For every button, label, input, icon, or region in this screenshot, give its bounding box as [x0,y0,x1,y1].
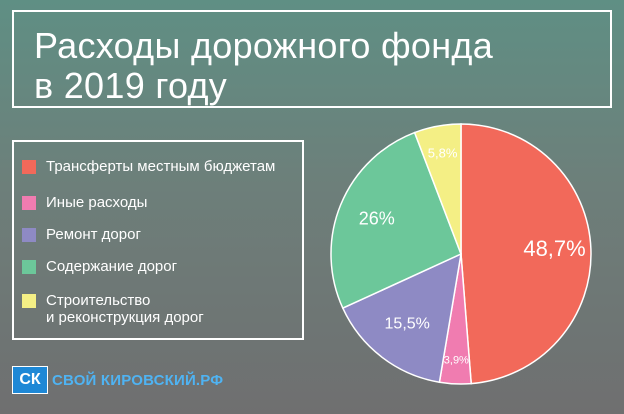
legend-swatch [22,160,36,174]
pie-slice-label: 5,8% [428,146,458,161]
pie-chart: 48,7% 3,9% 15,5% 26% 5,8% [330,123,592,385]
logo-badge: СК [12,366,48,394]
legend-label: Иные расходы [46,194,148,211]
title-box: Расходы дорожного фонда в 2019 году [12,10,612,108]
logo-text: СВОЙ КИРОВСКИЙ.РФ [52,371,224,389]
legend-swatch [22,228,36,242]
legend-swatch [22,196,36,210]
legend-item-transfers: Трансферты местным бюджетам [22,158,275,175]
legend-item-repair: Ремонт дорог [22,226,141,243]
chart-title-line-2: в 2019 году [34,65,228,106]
legend: Трансферты местным бюджетам Иные расходы… [12,140,304,340]
legend-item-construction: Строительство и реконструкция дорог [22,292,204,326]
pie-slice-label: 48,7% [523,236,585,261]
legend-item-maintenance: Содержание дорог [22,258,177,275]
pie-slice-label: 26% [359,208,395,228]
legend-item-other: Иные расходы [22,194,147,211]
legend-swatch [22,260,36,274]
pie-slice [341,252,462,384]
pie-slice-label: 15,5% [385,315,430,332]
pie-slice [413,123,462,255]
legend-label: Трансферты местным бюджетам [46,158,276,175]
pie-slice [330,131,462,310]
chart-title-line-1: Расходы дорожного фонда [34,25,494,66]
brand-logo: СК СВОЙ КИРОВСКИЙ.РФ [12,366,223,394]
pie-slice [460,123,592,385]
legend-label: Строительство и реконструкция дорог [46,292,204,326]
legend-swatch [22,294,36,308]
legend-label: Содержание дорог [46,258,178,275]
legend-label: Ремонт дорог [46,226,141,243]
pie-slice-label: 3,9% [444,354,469,366]
